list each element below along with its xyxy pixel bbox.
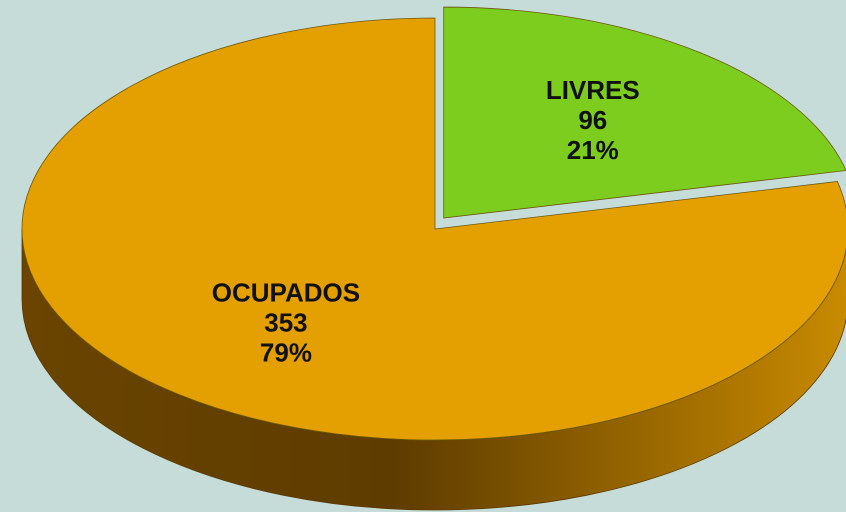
slice-value: 353 bbox=[264, 308, 307, 338]
slice bbox=[21, 17, 846, 441]
slice-percent: 79% bbox=[260, 338, 312, 368]
slice-label: OCUPADOS bbox=[212, 278, 360, 308]
slice-value: 96 bbox=[578, 105, 607, 135]
slice bbox=[443, 6, 846, 219]
slice-percent: 21% bbox=[567, 135, 619, 165]
slice-label: LIVRES bbox=[546, 75, 640, 105]
